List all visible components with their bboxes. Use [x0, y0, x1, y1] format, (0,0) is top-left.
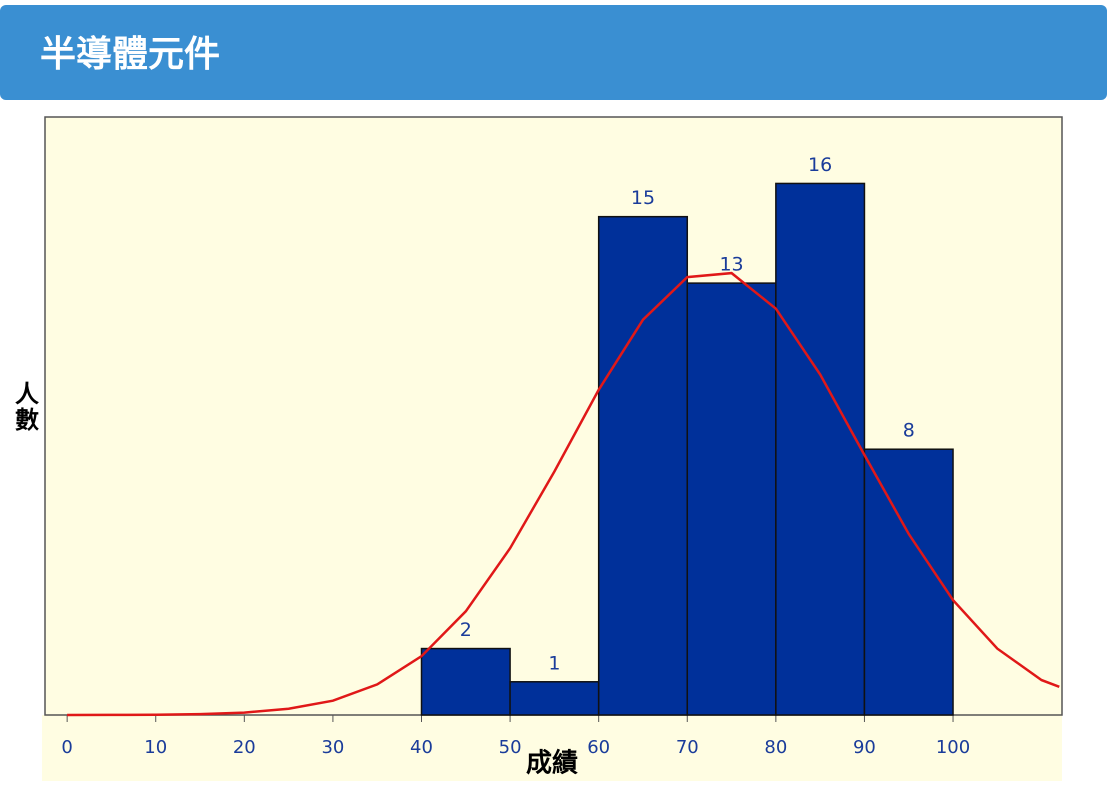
x-tick-label: 30 — [321, 737, 344, 758]
value-label: 2 — [460, 619, 472, 641]
bar — [509, 681, 600, 716]
chart-title: 半導體元件 — [40, 34, 221, 75]
x-axis-label: 成績 — [526, 749, 578, 779]
x-tick-label: 10 — [144, 737, 167, 758]
value-label: 8 — [903, 420, 915, 442]
x-tick-label: 50 — [499, 737, 522, 758]
x-tick-label: 90 — [853, 737, 876, 758]
x-tick-label: 100 — [936, 737, 970, 758]
x-axis-band — [42, 715, 1062, 781]
value-label: 13 — [719, 254, 743, 276]
value-label: 1 — [548, 652, 560, 674]
bar — [863, 448, 954, 716]
x-tick-label: 0 — [61, 737, 72, 758]
x-tick-label: 40 — [410, 737, 433, 758]
bar — [597, 215, 689, 716]
fit-curve — [67, 271, 1060, 717]
header-bar: 半導體元件 — [0, 5, 1107, 100]
value-label: 15 — [631, 187, 655, 209]
x-tick-label: 20 — [233, 737, 256, 758]
x-tick-label: 60 — [587, 737, 610, 758]
x-tick-label: 70 — [676, 737, 699, 758]
value-label: 16 — [808, 154, 832, 176]
bar — [775, 182, 866, 716]
bar — [686, 282, 777, 716]
bar — [420, 647, 511, 716]
x-tick-label: 80 — [764, 737, 787, 758]
y-axis-label: 人數 — [15, 380, 39, 434]
